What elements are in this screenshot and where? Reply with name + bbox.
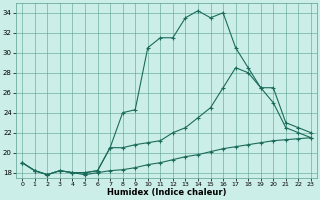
X-axis label: Humidex (Indice chaleur): Humidex (Indice chaleur) xyxy=(107,188,226,197)
